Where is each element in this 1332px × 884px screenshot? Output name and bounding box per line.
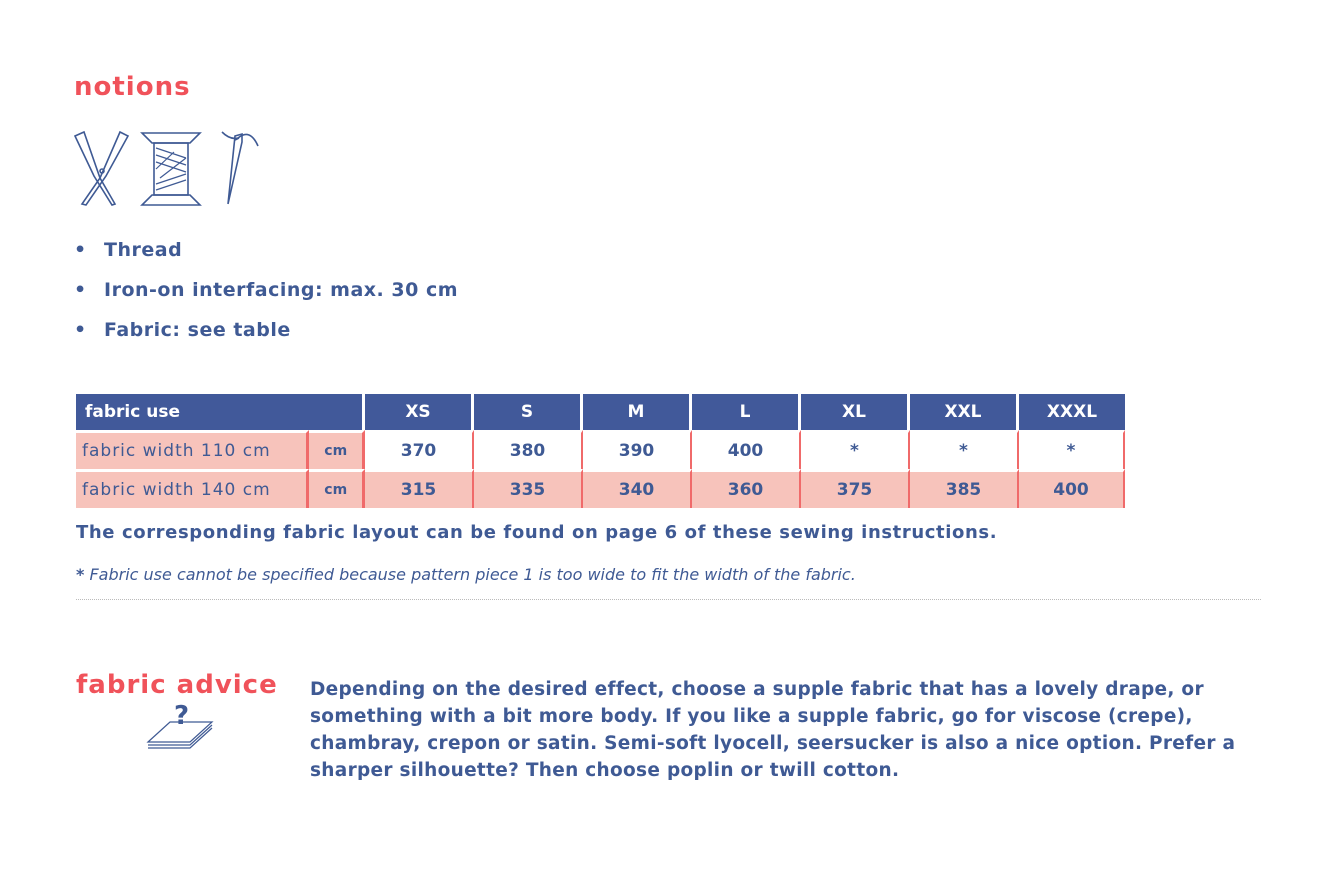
list-item: • Iron-on interfacing: max. 30 cm [74, 279, 459, 301]
cell: 340 [583, 469, 692, 508]
cell: 400 [692, 430, 801, 469]
item-text: Iron-on interfacing: max. 30 cm [104, 279, 459, 301]
footnote-marker: * [76, 565, 85, 584]
cell: 335 [474, 469, 583, 508]
size-header: XL [801, 394, 910, 430]
footnote-text: Fabric use cannot be specified because p… [89, 565, 856, 584]
fabric-question-icon: ? [146, 701, 214, 749]
cell: * [801, 430, 910, 469]
table-header: fabric use XS S M L XL XXL XXXL [76, 394, 1125, 430]
row-label: fabric width 140 cm [76, 469, 310, 508]
cell: 380 [474, 430, 583, 469]
item-text: Thread [104, 239, 183, 261]
fabric-advice-heading: fabric advice [76, 670, 278, 700]
cell: 385 [910, 469, 1019, 508]
size-header: M [583, 394, 692, 430]
cell: 370 [365, 430, 474, 469]
cell: 390 [583, 430, 692, 469]
list-item: • Fabric: see table [74, 319, 291, 341]
cell: 360 [692, 469, 801, 508]
fabric-use-table: fabric use XS S M L XL XXL XXXL fabric w… [76, 394, 1125, 508]
notions-heading: notions [74, 72, 191, 102]
needle-icon [221, 131, 259, 205]
row-unit: cm [309, 469, 365, 508]
table-row: fabric width 140 cm cm 315 335 340 360 3… [76, 469, 1125, 508]
size-header: XS [365, 394, 474, 430]
cell: 375 [801, 469, 910, 508]
header-fabric-use: fabric use [76, 394, 365, 430]
scissors-icon [73, 130, 130, 206]
list-item: • Thread [74, 239, 183, 261]
cell: 315 [365, 469, 474, 508]
fabric-layout-note: The corresponding fabric layout can be f… [76, 522, 998, 543]
notions-list: • Thread • Iron-on interfacing: max. 30 cm… [74, 236, 458, 356]
item-text: Fabric: see table [104, 319, 291, 341]
cell: * [910, 430, 1019, 469]
size-header: XXXL [1019, 394, 1125, 430]
cell: * [1019, 430, 1125, 469]
thread-spool-icon [140, 132, 202, 206]
size-header: L [692, 394, 801, 430]
divider [76, 599, 1261, 600]
row-unit: cm [309, 430, 365, 469]
fabric-advice-text: Depending on the desired effect, choose … [310, 679, 1236, 781]
cell: 400 [1019, 469, 1125, 508]
size-header: S [474, 394, 583, 430]
row-label: fabric width 110 cm [76, 430, 310, 469]
footnote: * Fabric use cannot be specified because… [76, 565, 856, 584]
notions-icons [73, 130, 259, 206]
size-header: XXL [910, 394, 1019, 430]
svg-text:?: ? [174, 701, 189, 731]
table-row: fabric width 110 cm cm 370 380 390 400 *… [76, 430, 1125, 469]
